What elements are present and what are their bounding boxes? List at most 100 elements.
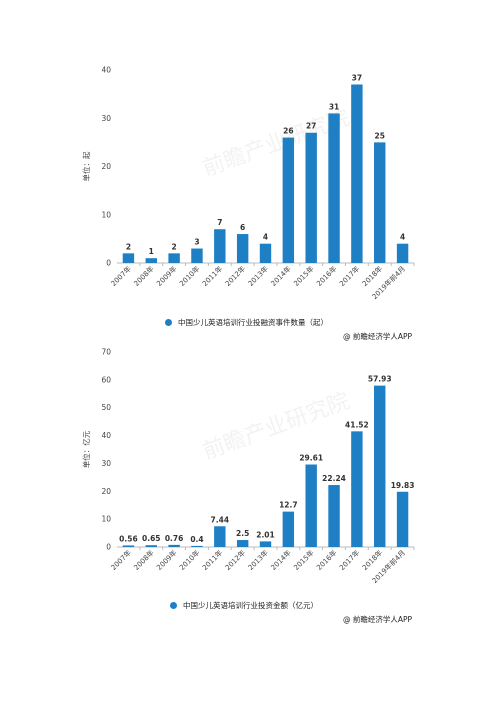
- chart-2-value-label-7: 12.7: [279, 501, 298, 510]
- chart-2-ytick-label-7: 70: [101, 348, 111, 357]
- legend-2-marker: [170, 602, 177, 609]
- chart-1-ytick-label-4: 40: [101, 66, 111, 75]
- chart-2-value-label-9: 22.24: [322, 474, 346, 483]
- chart-1-bar-3: [191, 248, 203, 263]
- chart-1-bar-9: [328, 113, 340, 263]
- chart-2-value-label-1: 0.65: [142, 534, 161, 543]
- chart-2-bar-3: [191, 545, 203, 547]
- chart-1-bar-11: [374, 142, 386, 263]
- chart-2-value-label-4: 7.44: [211, 515, 230, 524]
- chart-2-value-label-2: 0.76: [165, 534, 184, 543]
- chart-2-bar-5: [236, 540, 249, 547]
- chart-2-value-label-10: 41.52: [345, 420, 369, 429]
- chart-2-bar-4: [214, 526, 226, 547]
- chart-2-bar-7: [282, 511, 295, 547]
- legend-2: 中国少儿英语培训行业投资金额（亿元）: [170, 600, 318, 611]
- chart-2-bar-1: [145, 545, 157, 547]
- chart-1-category-label-2: 2009年: [155, 264, 179, 288]
- chart-2-ytick-label-3: 30: [101, 459, 111, 468]
- chart-2-ytick-label-4: 40: [101, 431, 111, 440]
- chart-1-value-label-12: 4: [400, 233, 405, 242]
- chart-1-ytick-label-3: 30: [101, 114, 111, 123]
- chart-1-bar-1: [145, 258, 157, 263]
- chart-2-category-label-6: 2013年: [246, 548, 270, 572]
- chart-1-value-label-1: 1: [149, 247, 154, 256]
- chart-2-category-label-1: 2008年: [132, 548, 156, 572]
- chart-2-category-label-0: 2007年: [109, 548, 133, 572]
- chart-1-category-label-0: 2007年: [109, 264, 133, 288]
- chart-2-bar-0: [122, 545, 135, 547]
- chart-2-ytick-label-6: 60: [101, 375, 111, 384]
- chart-2-ylabel: 单位：亿元: [81, 430, 91, 468]
- chart-2-ytick-label-1: 10: [101, 515, 111, 524]
- chart-1-bar-12: [396, 243, 409, 263]
- chart-1-bar-0: [122, 253, 135, 263]
- chart-1-category-label-4: 2011年: [200, 264, 224, 288]
- chart-2-category-label-10: 2017年: [337, 548, 361, 572]
- legend-1: 中国少儿英语培训行业投融资事件数量（起）: [165, 317, 328, 328]
- chart-2-bar-9: [328, 485, 340, 547]
- chart-1-bar-8: [305, 132, 317, 263]
- chart-2-bar-6: [259, 541, 272, 547]
- chart-2-ytick-label-5: 50: [101, 403, 111, 412]
- chart-1-value-label-10: 37: [352, 73, 362, 82]
- chart-1-ytick-label-0: 0: [106, 259, 111, 268]
- chart-1-bar-10: [351, 84, 363, 263]
- chart-1-value-label-8: 27: [306, 122, 316, 131]
- chart-1-value-label-0: 2: [126, 242, 131, 251]
- chart-2-category-label-3: 2010年: [177, 548, 201, 572]
- chart-1-bar-2: [168, 253, 180, 263]
- chart-2-bar-11: [374, 385, 386, 547]
- chart-2-watermark: 前瞻产业研究院: [200, 389, 353, 465]
- chart-1-bar-7: [282, 137, 295, 263]
- chart-1-value-label-11: 25: [375, 131, 385, 140]
- chart-2-bar-2: [168, 544, 180, 547]
- chart-2-category-label-4: 2011年: [200, 548, 224, 572]
- chart-1-value-label-7: 26: [283, 127, 293, 136]
- chart-2-ytick-label-2: 20: [101, 487, 111, 496]
- chart-1-value-label-5: 6: [240, 223, 245, 232]
- credit-1: @ 前瞻经济学人APP: [343, 332, 413, 341]
- chart-1-value-label-4: 7: [217, 218, 222, 227]
- legend-2-label: 中国少儿英语培训行业投资金额（亿元）: [183, 601, 318, 610]
- chart-2-ytick-label-0: 0: [106, 543, 111, 552]
- chart-1-value-label-6: 4: [263, 233, 268, 242]
- credit-2: @ 前瞻经济学人APP: [343, 615, 413, 624]
- chart-2-value-label-11: 57.93: [368, 375, 392, 384]
- chart-1-bar-6: [259, 243, 272, 263]
- chart-2-category-label-7: 2014年: [269, 548, 293, 572]
- chart-1-bar-5: [236, 234, 249, 263]
- chart-1-category-label-3: 2010年: [177, 264, 201, 288]
- chart-1-ytick-label-2: 20: [101, 162, 111, 171]
- chart-2-bar-12: [396, 491, 409, 547]
- chart-1-value-label-9: 31: [329, 102, 339, 111]
- legend-1-marker: [165, 319, 172, 326]
- chart-2-value-label-12: 19.83: [391, 481, 415, 490]
- chart-2-category-label-9: 2016年: [315, 548, 339, 572]
- chart-2-value-label-5: 2.5: [236, 529, 249, 538]
- chart-1-category-label-10: 2017年: [337, 264, 361, 288]
- chart-2-bar-8: [305, 464, 317, 547]
- chart-1-category-label-1: 2008年: [132, 264, 156, 288]
- chart-1: 前瞻产业研究院010203040单位：起22007年12008年22009年32…: [81, 66, 415, 301]
- chart-2-value-label-0: 0.56: [119, 534, 138, 543]
- chart-1-ytick-label-1: 10: [101, 210, 111, 219]
- chart-1-bar-4: [214, 229, 226, 263]
- chart-1-value-label-3: 3: [194, 238, 199, 247]
- chart-2-category-label-8: 2015年: [292, 548, 316, 572]
- chart-1-category-label-9: 2016年: [315, 264, 339, 288]
- chart-2-category-label-2: 2009年: [155, 548, 179, 572]
- chart-1-value-label-2: 2: [172, 242, 177, 251]
- chart-1-category-label-6: 2013年: [246, 264, 270, 288]
- chart-1-category-label-8: 2015年: [292, 264, 316, 288]
- chart-2-value-label-8: 29.61: [299, 454, 323, 463]
- chart-2-value-label-3: 0.4: [190, 535, 203, 544]
- legend-1-label: 中国少儿英语培训行业投融资事件数量（起）: [178, 318, 328, 327]
- chart-1-ylabel: 单位：起: [81, 151, 91, 181]
- chart-2-category-label-5: 2012年: [223, 548, 247, 572]
- chart-2: 前瞻产业研究院 0 10 20 30 40 50 60 70 单位：亿元 0.56 2007年 0.65…: [81, 348, 415, 585]
- chart-2-bar-10: [351, 431, 363, 547]
- chart-1-category-label-5: 2012年: [223, 264, 247, 288]
- chart-1-category-label-7: 2014年: [269, 264, 293, 288]
